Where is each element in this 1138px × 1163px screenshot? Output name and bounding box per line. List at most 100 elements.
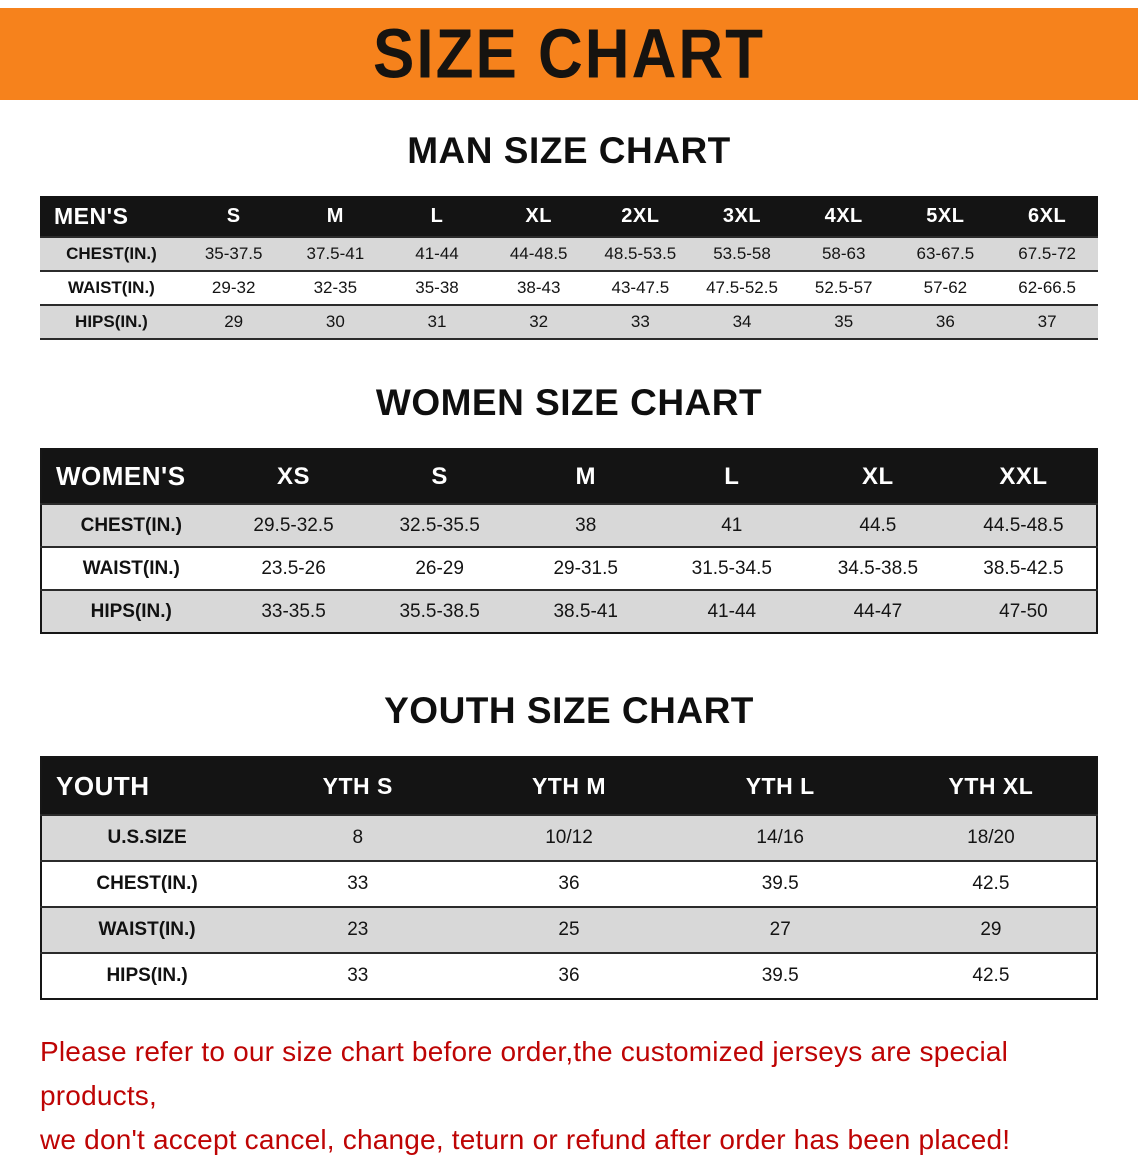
size-value-cell: 36 <box>935 312 955 331</box>
size-value-cell: 8 <box>352 827 364 848</box>
size-value-cell: 38-43 <box>516 278 561 297</box>
size-value-cell: 37.5-41 <box>306 244 365 263</box>
size-value-cell: 23 <box>347 919 369 940</box>
measurement-row: WAIST(IN.) 29-32 32-35 35-38 38-43 43-47.5 47.… <box>40 271 1098 305</box>
table-header-row: WOMEN'S XS S M L XL XXL <box>41 449 1097 504</box>
size-value-cell: 33 <box>347 873 369 894</box>
size-value-cell: 31.5-34.5 <box>691 557 772 579</box>
measurement-row: HIPS(IN.) 33 36 39.5 42.5 <box>41 953 1097 999</box>
measurement-row: CHEST(IN.) 35-37.5 37.5-41 41-44 44-48.5 48.5… <box>40 237 1098 271</box>
measurement-row: HIPS(IN.) 33-35.5 35.5-38.5 38.5-41 41-44 44-… <box>41 590 1097 633</box>
size-column-header: XS <box>277 462 311 490</box>
measurement-label-cell: CHEST(IN.) <box>96 873 198 894</box>
measurement-label-cell: CHEST(IN.) <box>80 514 182 536</box>
size-value-cell: 37 <box>1037 312 1057 331</box>
size-value-cell: 47.5-52.5 <box>706 278 778 297</box>
size-column-header: YTH M <box>531 772 607 799</box>
size-value-cell: 48.5-53.5 <box>604 244 677 263</box>
size-column-header: 4XL <box>824 204 863 227</box>
size-value-cell: 44-48.5 <box>509 244 568 263</box>
measurement-label-cell: U.S.SIZE <box>107 827 187 848</box>
size-value-cell: 35.5-38.5 <box>399 600 480 622</box>
size-column-header: 6XL <box>1028 204 1067 227</box>
size-column-header: YTH S <box>322 772 393 799</box>
footer-notice: Please refer to our size chart before or… <box>40 1030 1100 1163</box>
size-column-header: S <box>226 204 241 227</box>
measurement-label-cell: HIPS(IN.) <box>106 965 188 986</box>
youth-size-table: YOUTH YTH S YTH M YTH L YTH XL U.S.SIZE 8 10/1… <box>40 756 1098 1000</box>
size-column-header: 5XL <box>926 204 965 227</box>
size-value-cell: 33 <box>630 312 650 331</box>
size-value-cell: 35-37.5 <box>204 244 263 263</box>
size-column-header: L <box>724 462 740 490</box>
size-column-header: XL <box>525 204 552 227</box>
size-column-header: S <box>431 462 448 490</box>
size-value-cell: 29 <box>224 312 244 331</box>
measurement-row: WAIST(IN.) 23 25 27 29 <box>41 907 1097 953</box>
men-section-title: MAN SIZE CHART <box>407 130 731 171</box>
size-value-cell: 62-66.5 <box>1018 278 1076 297</box>
size-value-cell: 44.5 <box>859 514 897 536</box>
youth-table-head: YOUTH YTH S YTH M YTH L YTH XL <box>41 757 1097 815</box>
youth-section-title: YOUTH SIZE CHART <box>384 690 754 731</box>
table-title-cell: WOMEN'S <box>56 461 186 491</box>
size-value-cell: 36 <box>558 873 580 894</box>
measurement-row: U.S.SIZE 8 10/12 14/16 18/20 <box>41 815 1097 861</box>
women-table-body: CHEST(IN.) 29.5-32.5 32.5-35.5 38 41 44.5 44.5… <box>41 504 1097 633</box>
table-header-row: MEN'S S M L XL 2XL 3XL 4XL 5XL 6XL <box>40 196 1098 237</box>
size-value-cell: 33-35.5 <box>261 600 326 622</box>
size-value-cell: 23.5-26 <box>261 557 326 579</box>
size-value-cell: 35-38 <box>415 278 459 297</box>
size-value-cell: 42.5 <box>972 873 1010 894</box>
size-column-header: YTH L <box>745 772 815 799</box>
women-table-head: WOMEN'S XS S M L XL XXL <box>41 449 1097 504</box>
measurement-row: WAIST(IN.) 23.5-26 26-29 29-31.5 31.5-34.5 34… <box>41 547 1097 590</box>
men-table-body: CHEST(IN.) 35-37.5 37.5-41 41-44 44-48.5 48.5… <box>40 237 1098 339</box>
banner: SIZE CHART <box>0 8 1138 100</box>
size-value-cell: 29 <box>980 919 1002 940</box>
men-size-table: MEN'S S M L XL 2XL 3XL 4XL 5XL 6XL CHEST(IN.) 35-3… <box>40 196 1098 340</box>
measurement-row: CHEST(IN.) 33 36 39.5 42.5 <box>41 861 1097 907</box>
size-value-cell: 47-50 <box>999 600 1048 622</box>
size-column-header: XXL <box>999 462 1048 490</box>
size-value-cell: 35 <box>834 312 854 331</box>
size-value-cell: 41 <box>721 514 743 536</box>
size-chart-page: SIZE CHART MAN SIZE CHART MEN'S S M L XL 2XL 3… <box>0 8 1138 1156</box>
page-title: SIZE CHART <box>373 15 765 93</box>
table-header-row: YOUTH YTH S YTH M YTH L YTH XL <box>41 757 1097 815</box>
measurement-row: HIPS(IN.) 29 30 31 32 33 34 35 36 37 <box>40 305 1098 339</box>
size-value-cell: 67.5-72 <box>1018 244 1076 263</box>
measurement-label-cell: WAIST(IN.) <box>82 557 180 579</box>
notice-line-1: Please refer to our size chart before or… <box>40 1036 1009 1112</box>
measurement-label-cell: WAIST(IN.) <box>67 278 155 297</box>
size-column-header: 3XL <box>722 204 762 227</box>
measurement-label-cell: HIPS(IN.) <box>90 600 172 622</box>
size-value-cell: 43-47.5 <box>611 278 670 297</box>
size-column-header: 2XL <box>621 204 660 227</box>
size-value-cell: 27 <box>769 919 791 940</box>
size-value-cell: 44-47 <box>853 600 903 622</box>
section-men: MAN SIZE CHART MEN'S S M L XL 2XL 3XL 4XL 5XL 6XL… <box>0 130 1138 340</box>
size-value-cell: 29-32 <box>211 278 256 297</box>
size-value-cell: 38 <box>575 514 597 536</box>
size-value-cell: 14/16 <box>756 827 804 848</box>
size-value-cell: 34 <box>732 312 752 331</box>
size-value-cell: 58-63 <box>821 244 866 263</box>
size-value-cell: 38.5-41 <box>553 600 618 622</box>
size-value-cell: 32.5-35.5 <box>399 514 480 536</box>
size-value-cell: 41-44 <box>415 244 459 263</box>
size-value-cell: 32 <box>529 312 549 331</box>
measurement-row: CHEST(IN.) 29.5-32.5 32.5-35.5 38 41 44.5 44.5… <box>41 504 1097 547</box>
measurement-label-cell: CHEST(IN.) <box>66 244 157 263</box>
size-value-cell: 29.5-32.5 <box>253 514 334 536</box>
size-value-cell: 41-44 <box>707 600 757 622</box>
measurement-label-cell: WAIST(IN.) <box>98 919 196 940</box>
women-size-table: WOMEN'S XS S M L XL XXL CHEST(IN.) 29.5-32.5 32.… <box>40 448 1098 634</box>
men-table-head: MEN'S S M L XL 2XL 3XL 4XL 5XL 6XL <box>40 196 1098 237</box>
section-women: WOMEN SIZE CHART WOMEN'S XS S M L XL XXL CHEST… <box>0 382 1138 634</box>
size-value-cell: 36 <box>558 965 580 986</box>
size-value-cell: 39.5 <box>761 965 799 986</box>
size-value-cell: 10/12 <box>545 827 593 848</box>
size-column-header: XL <box>862 462 894 490</box>
size-value-cell: 38.5-42.5 <box>983 557 1064 579</box>
